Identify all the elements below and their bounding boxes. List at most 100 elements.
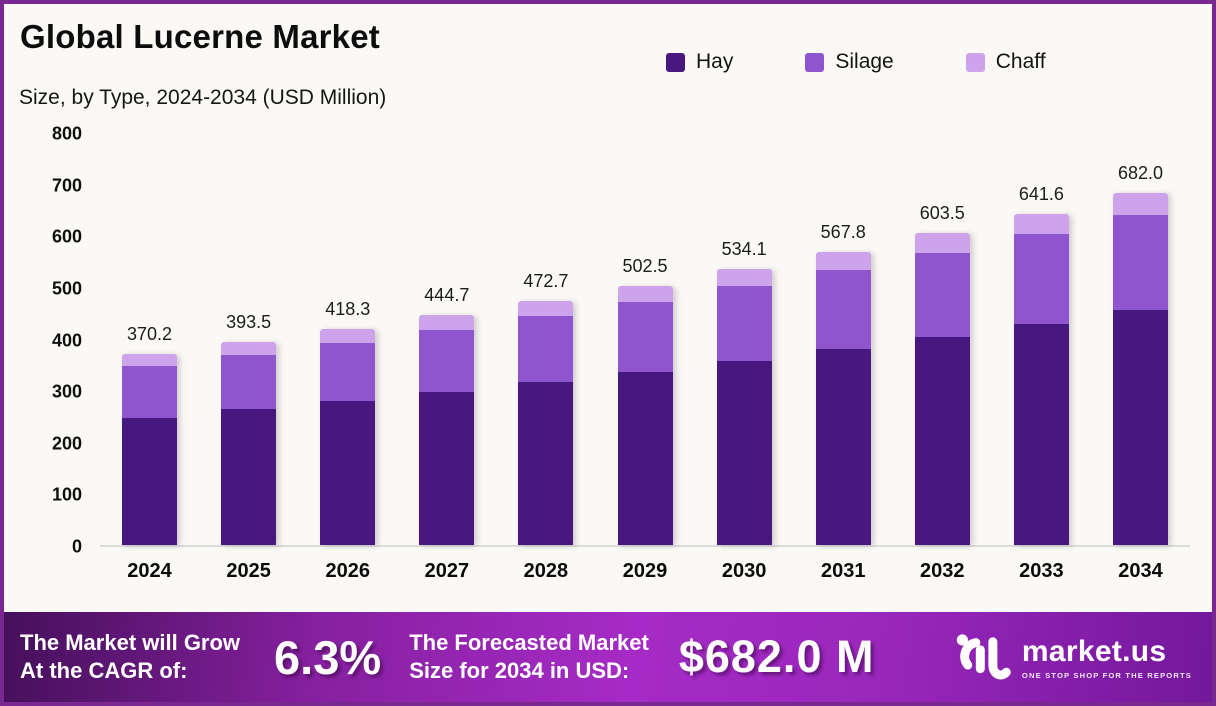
logo-name: market.us bbox=[1021, 634, 1167, 668]
bar-segment-chaff-2024 bbox=[122, 353, 178, 366]
bar-segment-chaff-2034 bbox=[1112, 192, 1168, 215]
bar-segment-hay-2025 bbox=[221, 409, 277, 545]
bar-2034 bbox=[1112, 192, 1168, 545]
bar-total-label-2034: 682.0 bbox=[1117, 162, 1163, 183]
bar-2025 bbox=[221, 341, 277, 545]
bar-total-label-2031: 567.8 bbox=[820, 221, 866, 242]
legend-label: Hay bbox=[696, 50, 734, 73]
bar-segment-silage-2027 bbox=[419, 329, 475, 392]
x-axis: 2024 2025 2026 2027 2028 2029 2030 2031 2032 2033… bbox=[100, 560, 1190, 583]
bar-total-label-2027: 444.7 bbox=[424, 285, 470, 306]
bar-total-label-2028: 472.7 bbox=[523, 271, 569, 291]
bar-segment-hay-2029 bbox=[617, 371, 673, 545]
bar-2033 bbox=[1013, 213, 1069, 545]
y-tick-600: 600 bbox=[51, 226, 82, 247]
bar-segment-silage-2025 bbox=[221, 354, 277, 410]
x-label-2033: 2033 bbox=[1019, 560, 1064, 582]
bar-slot-2031: 567.8 bbox=[794, 134, 893, 545]
legend-item-hay: Hay bbox=[666, 50, 733, 74]
bar-slot-2025: 393.5 bbox=[199, 134, 298, 545]
bar-segment-silage-2031 bbox=[815, 270, 871, 350]
bar-2024 bbox=[122, 353, 178, 545]
legend-item-chaff: Chaff bbox=[965, 50, 1046, 74]
cagr-label-line2: At the CAGR of: bbox=[20, 658, 188, 683]
x-label-2028: 2028 bbox=[523, 560, 569, 582]
bar-slot-2029: 502.5 bbox=[595, 134, 694, 545]
bar-segment-hay-2033 bbox=[1013, 324, 1069, 545]
cagr-label-line1: The Market will Grow bbox=[20, 630, 241, 656]
bar-segment-silage-2033 bbox=[1013, 234, 1069, 324]
x-label-2026: 2026 bbox=[325, 560, 370, 582]
silage-swatch-icon bbox=[805, 52, 825, 72]
legend-item-silage: Silage bbox=[805, 50, 894, 74]
bar-segment-silage-2024 bbox=[122, 365, 178, 418]
x-label-2025: 2025 bbox=[226, 560, 271, 582]
x-label-2030: 2030 bbox=[721, 560, 767, 582]
bar-segment-hay-2028 bbox=[518, 382, 574, 545]
bar-segment-hay-2026 bbox=[320, 400, 376, 545]
y-tick-400: 400 bbox=[51, 330, 82, 350]
bar-segment-hay-2024 bbox=[122, 417, 178, 545]
forecast-value: $682.0 M bbox=[678, 631, 875, 682]
market-us-logo-icon bbox=[956, 634, 1011, 680]
bar-2031 bbox=[815, 251, 871, 545]
bar-segment-hay-2031 bbox=[815, 349, 871, 545]
page-title: Global Lucerne Market bbox=[20, 18, 380, 55]
bar-2026 bbox=[320, 329, 376, 545]
bar-2027 bbox=[419, 315, 475, 545]
bar-segment-chaff-2033 bbox=[1013, 213, 1069, 235]
bar-segment-silage-2026 bbox=[320, 342, 376, 401]
forecast-label-line2: Size for 2034 in USD: bbox=[409, 658, 630, 683]
bar-segment-chaff-2031 bbox=[815, 251, 871, 271]
bar-2029 bbox=[617, 285, 673, 545]
bar-segment-silage-2028 bbox=[518, 316, 574, 383]
bar-segment-silage-2029 bbox=[617, 301, 673, 372]
y-tick-700: 700 bbox=[51, 175, 82, 196]
hay-swatch-icon bbox=[666, 52, 685, 72]
bar-slot-2034: 682.0 bbox=[1091, 134, 1190, 545]
bar-slot-2024: 370.2 bbox=[100, 134, 199, 545]
bar-2032 bbox=[914, 233, 970, 545]
bar-segment-chaff-2029 bbox=[617, 285, 673, 302]
bar-slot-2030: 534.1 bbox=[695, 134, 794, 545]
x-label-2031: 2031 bbox=[820, 560, 866, 582]
page-subtitle: Size, by Type, 2024-2034 (USD Million) bbox=[19, 86, 387, 109]
x-label-2032: 2032 bbox=[920, 560, 965, 582]
logo-text-block: market.us ONE STOP SHOP FOR THE REPORTS bbox=[1022, 635, 1192, 680]
footer-banner: The Market will Grow At the CAGR of: 6.3… bbox=[4, 612, 1212, 702]
cagr-value: 6.3% bbox=[274, 630, 382, 684]
bar-segment-hay-2030 bbox=[716, 361, 772, 545]
bar-total-label-2025: 393.5 bbox=[226, 311, 272, 332]
legend-label: Chaff bbox=[995, 50, 1046, 73]
bar-segment-hay-2032 bbox=[914, 337, 970, 545]
cagr-label: The Market will Grow At the CAGR of: bbox=[20, 629, 240, 685]
y-tick-0: 0 bbox=[71, 536, 82, 557]
y-tick-200: 200 bbox=[51, 433, 82, 454]
plot-area: 370.2 393.5 418.3 444.7 472.7 502.5 534.1 567.8… bbox=[100, 134, 1190, 547]
bar-segment-hay-2034 bbox=[1112, 310, 1168, 545]
bar-segment-chaff-2026 bbox=[320, 329, 376, 343]
bar-total-label-2024: 370.2 bbox=[127, 323, 173, 344]
y-tick-800: 800 bbox=[51, 123, 82, 144]
bar-segment-silage-2032 bbox=[914, 252, 970, 338]
forecast-label: The Forecasted Market Size for 2034 in U… bbox=[409, 629, 649, 685]
bar-segment-chaff-2027 bbox=[419, 315, 475, 330]
bar-total-label-2026: 418.3 bbox=[325, 299, 371, 320]
bar-segment-hay-2027 bbox=[419, 391, 475, 545]
bar-total-label-2030: 534.1 bbox=[721, 239, 767, 260]
bar-total-label-2029: 502.5 bbox=[622, 255, 668, 276]
bar-total-label-2033: 641.6 bbox=[1018, 183, 1064, 204]
bar-segment-chaff-2028 bbox=[518, 301, 574, 317]
bar-slot-2028: 472.7 bbox=[496, 134, 595, 545]
bar-segment-silage-2030 bbox=[716, 286, 772, 362]
legend-label: Silage bbox=[835, 50, 894, 73]
bar-total-label-2032: 603.5 bbox=[919, 203, 965, 224]
bar-2030 bbox=[716, 269, 772, 545]
chaff-swatch-icon bbox=[965, 52, 985, 72]
x-label-2034: 2034 bbox=[1118, 560, 1163, 582]
bar-segment-silage-2034 bbox=[1112, 214, 1168, 311]
logo-tagline: ONE STOP SHOP FOR THE REPORTS bbox=[1021, 670, 1192, 680]
y-tick-300: 300 bbox=[51, 381, 82, 402]
forecast-label-line1: The Forecasted Market bbox=[409, 630, 649, 656]
